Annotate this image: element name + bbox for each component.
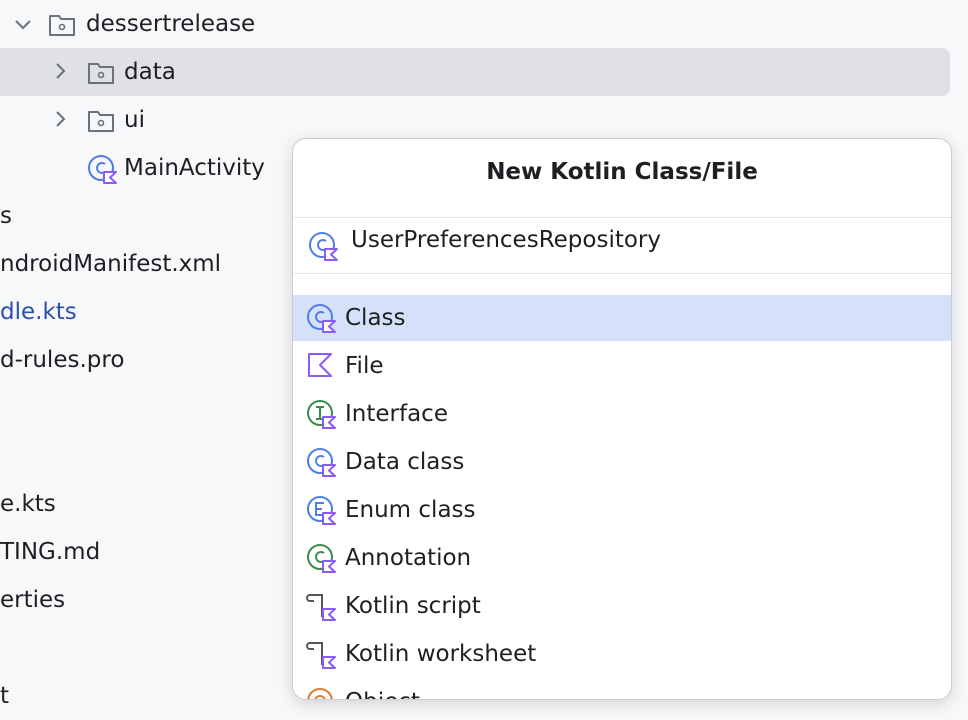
tree-row[interactable]: TING.md [0,539,101,565]
kind-option[interactable]: File [293,343,951,389]
tree-row[interactable]: erties [0,587,66,613]
tree-row[interactable]: e.kts [0,491,56,517]
separator [293,217,951,218]
separator [293,273,951,274]
tree-row[interactable]: ndroidManifest.xml [0,251,222,277]
kind-option[interactable]: Annotation [293,535,951,581]
option-label: Class [345,305,406,331]
tree-row[interactable]: dle.kts [0,299,77,325]
class-icon [308,231,338,261]
kind-option[interactable]: Object [293,679,951,699]
option-label: Annotation [345,545,472,571]
kind-option[interactable]: Enum class [293,487,951,533]
kind-option[interactable]: Data class [293,439,951,485]
data-class-icon [306,447,336,477]
new-file-dialog: New Kotlin Class/File UserPreferencesRep… [292,138,952,700]
option-label: Object [345,679,420,699]
option-label: Kotlin script [345,593,481,619]
option-label: Interface [345,401,448,427]
annotation-icon [306,543,336,573]
tree-row[interactable]: dessertrelease [86,11,256,37]
tree-row[interactable]: ui [124,107,145,133]
tree-row[interactable]: s [0,203,12,229]
tree-row[interactable]: data [124,59,176,85]
kind-option[interactable]: Kotlin worksheet [293,631,951,677]
option-label: Enum class [345,497,476,523]
selected-row [0,48,950,96]
folder-icon [88,63,114,84]
file-icon [308,353,332,377]
class-icon [87,154,117,184]
tree-row[interactable]: t [0,683,10,709]
tree-row[interactable]: d-rules.pro [0,347,125,373]
chevron-down[interactable] [10,10,40,40]
kind-option[interactable]: Interface [293,391,951,437]
worksheet-icon [306,639,336,669]
option-label: Kotlin worksheet [345,641,537,667]
option-label: Data class [345,449,465,475]
tree-row[interactable]: MainActivity [124,155,265,181]
kind-option[interactable]: Class [293,295,951,341]
script-icon [306,591,336,621]
folder-icon [88,111,114,132]
class-icon [306,303,336,333]
kind-option[interactable]: Kotlin script [293,583,951,629]
interface-icon [306,399,336,429]
name-input[interactable]: UserPreferencesRepository [351,227,661,253]
object-icon [307,688,333,699]
chevron-right[interactable] [46,106,76,136]
chevron-right[interactable] [46,58,76,88]
option-label: File [345,353,384,379]
dialog-title: New Kotlin Class/File [486,159,758,185]
folder-icon [49,15,75,36]
enum-icon [306,495,336,525]
